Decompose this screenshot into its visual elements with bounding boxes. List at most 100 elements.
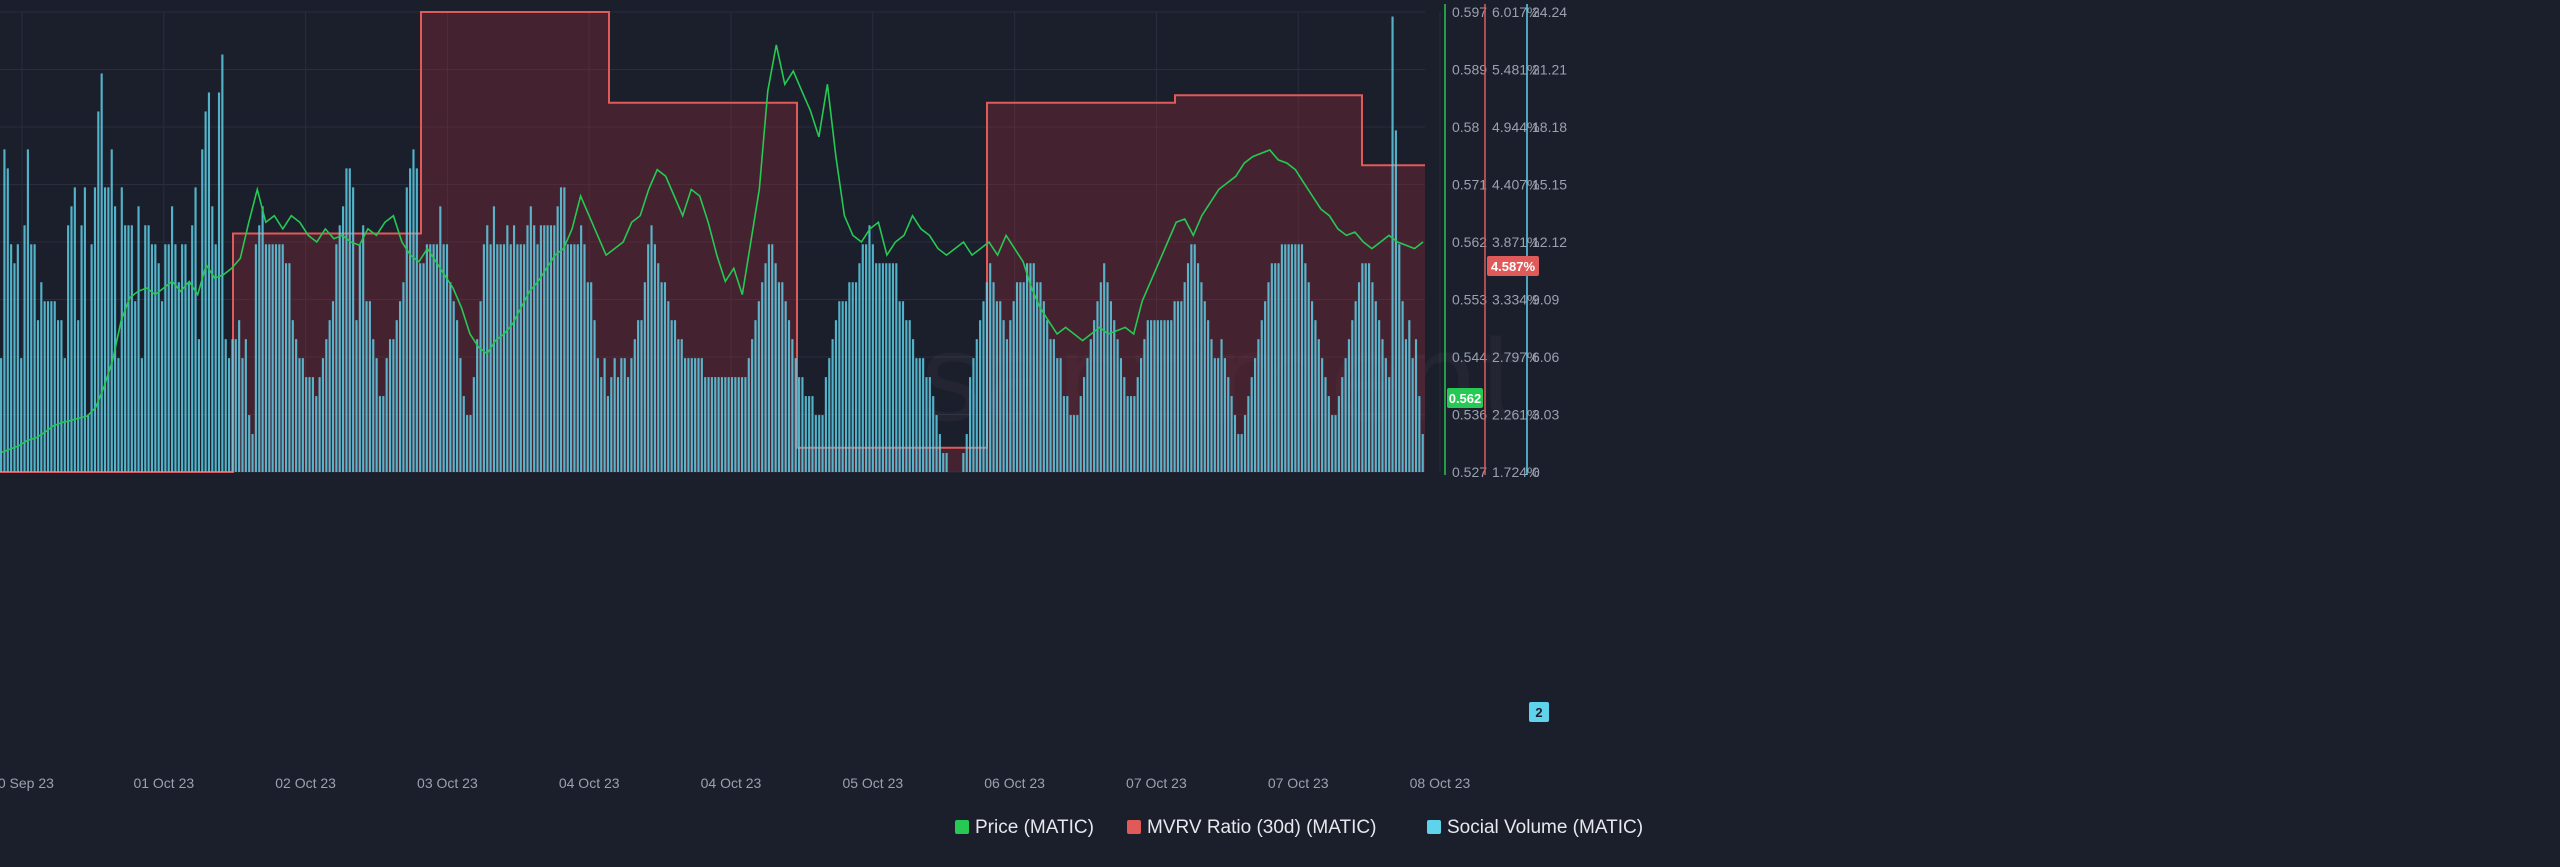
social-volume-bar	[965, 434, 968, 472]
social-volume-bar	[268, 244, 271, 472]
social-volume-bar	[804, 396, 807, 472]
x-tick-label: 08 Oct 23	[1410, 775, 1471, 791]
social-volume-bar	[972, 358, 975, 472]
social-volume-bar	[895, 263, 898, 472]
social-volume-bar	[57, 320, 60, 472]
social-volume-bar	[204, 111, 207, 472]
social-tick-label: 21.21	[1532, 62, 1567, 78]
social-volume-bar	[358, 244, 361, 472]
social-volume-bar	[1317, 339, 1320, 472]
social-volume-bar	[1337, 396, 1340, 472]
social-volume-bar	[1076, 415, 1079, 472]
legend-item[interactable]: Price (MATIC)	[955, 817, 1094, 838]
social-volume-bar	[1311, 301, 1314, 472]
social-volume-bar	[590, 282, 593, 472]
social-volume-bar	[291, 320, 294, 472]
social-volume-bar	[1287, 244, 1290, 472]
social-volume-bar	[824, 377, 827, 472]
price-tick-label: 0.571	[1452, 177, 1487, 193]
x-tick-label: 03 Oct 23	[417, 775, 478, 791]
mvrv-value-badge	[1487, 256, 1539, 276]
social-volume-bar	[43, 301, 46, 472]
x-tick-label: 30 Sep 23	[0, 775, 54, 791]
social-volume-bar	[264, 244, 268, 472]
social-volume-bar	[717, 377, 720, 472]
social-volume-bar	[1230, 396, 1233, 472]
social-volume-bar	[1093, 320, 1096, 472]
social-volume-bar	[801, 377, 804, 472]
social-volume-bar	[1274, 263, 1277, 472]
social-volume-bar	[1109, 301, 1112, 472]
social-volume-bar	[311, 377, 314, 472]
social-volume-bar	[496, 244, 499, 472]
social-volume-bar	[891, 263, 895, 472]
social-volume-bar	[1411, 358, 1414, 472]
social-volume-bar	[1331, 415, 1334, 472]
social-volume-bar	[114, 206, 117, 472]
social-volume-bar	[848, 282, 851, 472]
social-volume-bar	[382, 396, 385, 472]
social-volume-bar	[167, 244, 170, 472]
social-volume-bar	[747, 358, 750, 472]
social-volume-bar	[1243, 415, 1247, 472]
social-volume-bar	[144, 225, 147, 472]
social-volume-bar	[93, 187, 97, 472]
social-volume-bar	[1150, 320, 1153, 472]
social-volume-bar	[596, 358, 599, 472]
social-volume-bar	[335, 244, 338, 472]
social-volume-bar	[456, 320, 459, 472]
x-tick-label: 04 Oct 23	[559, 775, 620, 791]
social-volume-bar	[1059, 358, 1062, 472]
social-volume-bar	[73, 187, 76, 472]
social-volume-bar	[445, 244, 449, 472]
social-volume-bar	[1344, 358, 1347, 472]
social-volume-bar	[124, 225, 127, 472]
social-volume-bar	[811, 396, 814, 472]
legend[interactable]: Price (MATIC) MVRV Ratio (30d) (MATIC) Soc…	[955, 817, 1643, 838]
social-volume-bar	[942, 453, 945, 472]
social-volume-bar	[1391, 16, 1394, 473]
legend-item[interactable]: MVRV Ratio (30d) (MATIC)	[1127, 817, 1376, 838]
social-volume-bar	[274, 244, 278, 472]
social-volume-bar	[969, 377, 972, 472]
social-volume-bar	[1083, 377, 1086, 472]
social-volume-bar	[660, 282, 663, 472]
social-volume-bar	[368, 301, 371, 472]
social-volume-bar	[844, 301, 848, 472]
social-volume-bar	[1384, 358, 1387, 472]
social-volume-bar	[90, 244, 93, 472]
social-volume-bar	[399, 301, 402, 472]
social-volume-bar	[831, 339, 834, 472]
social-volume-bar	[388, 339, 392, 472]
social-volume-bar	[258, 225, 261, 472]
social-volume-bar	[1294, 244, 1297, 472]
social-volume-bar	[419, 263, 422, 472]
social-volume-bar	[757, 301, 760, 472]
social-volume-bar	[1096, 301, 1099, 472]
social-volume-bar	[653, 244, 656, 472]
social-volume-bar	[761, 282, 764, 472]
social-volume-bar	[1153, 320, 1156, 472]
social-volume-bar	[1032, 263, 1035, 472]
social-volume-bar	[643, 282, 646, 472]
social-volume-bar	[1119, 358, 1123, 472]
social-volume-bar	[127, 225, 130, 472]
social-volume-bar	[261, 206, 264, 472]
social-volume-bar	[70, 206, 73, 472]
social-volume-bar	[26, 149, 29, 472]
social-volume-bar	[623, 358, 626, 472]
social-volume-bar	[1270, 263, 1273, 472]
legend-item[interactable]: Social Volume (MATIC)	[1427, 817, 1643, 838]
social-volume-bar	[650, 225, 653, 472]
social-volume-bar	[543, 225, 546, 472]
social-volume-bar	[704, 377, 707, 472]
social-volume-bar	[325, 339, 328, 472]
social-volume-bar	[362, 225, 365, 472]
social-volume-bar	[630, 358, 633, 472]
social-volume-bar	[1042, 301, 1045, 472]
social-volume-bar	[385, 358, 388, 472]
social-volume-bar	[580, 225, 583, 472]
social-volume-bar	[556, 206, 559, 472]
social-volume-bar	[734, 377, 737, 472]
